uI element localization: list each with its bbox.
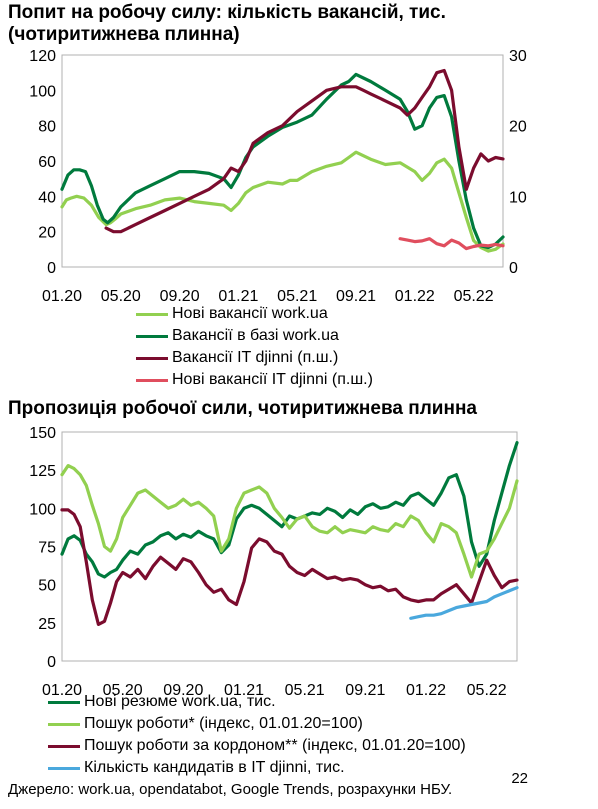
- legend-swatch: [48, 744, 80, 748]
- legend-label: Нові вакансії work.ua: [172, 305, 328, 322]
- y-right-tick-label: 10: [509, 189, 527, 206]
- series-line: [60, 464, 519, 579]
- page-number: 22: [511, 770, 528, 787]
- legend-swatch: [136, 312, 168, 316]
- legend-label: Вакансії IT djinni (п.ш.): [172, 349, 339, 366]
- y-tick-label: 20: [38, 225, 56, 242]
- demand-chart: 0 20 40 60 80 100 120 0 10 20 30 01.20 05.20 09.20 01.…: [29, 48, 527, 305]
- y-right-tick-label: 20: [509, 119, 527, 136]
- legend-swatch: [48, 722, 80, 726]
- chart2-title: Пропозиція робочої сили, чотиритижнева п…: [8, 398, 477, 419]
- legend-label: Вакансії в базі work.ua: [172, 327, 339, 344]
- legend-item-vacancies-base-workua: Вакансії в базі work.ua: [136, 325, 373, 347]
- x-tick-label: 01.20: [42, 288, 82, 305]
- y-tick-label: 100: [29, 83, 56, 100]
- legend-item-it-candidates: Кількість кандидатів в IT djinni, тис.: [48, 757, 466, 779]
- legend-label: Нові резюме work.ua, тис.: [84, 693, 276, 710]
- y-tick-label: 60: [38, 154, 56, 171]
- x-tick-label: 01.22: [406, 682, 446, 699]
- y-tick-label: 50: [38, 578, 56, 595]
- series-line: [60, 441, 519, 579]
- legend-swatch: [48, 700, 80, 704]
- source-note: Джерело: work.ua, opendatabot, Google Tr…: [8, 781, 453, 798]
- x-tick-label: 09.20: [163, 682, 203, 699]
- series-line: [60, 508, 519, 627]
- series-line: [398, 237, 505, 251]
- legend-item-vacancies-it-djinni: Вакансії IT djinni (п.ш.): [136, 347, 373, 369]
- y-tick-label: 100: [29, 501, 56, 518]
- x-tick-label: 05.21: [277, 288, 317, 305]
- y-tick-label: 150: [29, 425, 56, 442]
- legend-label: Пошук роботи* (індекс, 01.01.20=100): [84, 715, 363, 732]
- x-tick-label: 09.20: [160, 288, 200, 305]
- y-tick-label: 0: [47, 654, 56, 671]
- x-tick-label: 05.21: [285, 682, 325, 699]
- y-tick-label: 75: [38, 540, 56, 557]
- plot-frame: [61, 54, 504, 268]
- legend-item-job-search: Пошук роботи* (індекс, 01.01.20=100): [48, 713, 466, 735]
- y-right-tick-label: 30: [509, 48, 527, 65]
- y-tick-label: 125: [29, 463, 56, 480]
- x-tick-label: 01.21: [218, 288, 258, 305]
- y-tick-label: 25: [38, 616, 56, 633]
- legend-label: Нові вакансії IT djinni (п.ш.): [172, 371, 373, 388]
- x-tick-label: 05.20: [101, 288, 141, 305]
- x-tick-label: 09.21: [336, 288, 376, 305]
- legend-item-new-resumes-workua: Нові резюме work.ua, тис.: [48, 691, 466, 713]
- chart2-legend: Нові резюме work.ua, тис. Пошук роботи* …: [48, 691, 466, 779]
- x-tick-label: 05.22: [467, 682, 507, 699]
- legend-item-job-search-abroad: Пошук роботи за кордоном** (індекс, 01.0…: [48, 735, 466, 757]
- x-tick-label: 01.21: [224, 682, 264, 699]
- legend-swatch: [136, 356, 168, 360]
- plot-frame: [61, 431, 518, 662]
- legend-swatch: [136, 378, 168, 382]
- y-tick-label: 120: [29, 48, 56, 65]
- chart1-title: Попит на робочу силу: кількість вакансій…: [8, 2, 446, 45]
- series-line: [104, 68, 505, 234]
- x-tick-label: 05.22: [454, 288, 494, 305]
- legend-swatch: [136, 334, 168, 338]
- x-tick-label: 01.20: [42, 682, 82, 699]
- y-tick-label: 0: [47, 260, 56, 277]
- y-tick-label: 40: [38, 189, 56, 206]
- legend-item-new-vacancies-it-djinni: Нові вакансії IT djinni (п.ш.): [136, 369, 373, 391]
- y-tick-label: 80: [38, 119, 56, 136]
- chart1-legend: Нові вакансії work.ua Вакансії в базі wo…: [136, 303, 373, 391]
- legend-label: Кількість кандидатів в IT djinni, тис.: [84, 759, 345, 776]
- x-tick-label: 05.20: [103, 682, 143, 699]
- y-right-tick-label: 0: [509, 260, 518, 277]
- series-line: [60, 72, 505, 250]
- x-tick-label: 01.22: [395, 288, 435, 305]
- series-line: [409, 586, 519, 620]
- legend-label: Пошук роботи за кордоном** (індекс, 01.0…: [84, 737, 466, 754]
- legend-swatch: [48, 766, 80, 770]
- x-tick-label: 09.21: [345, 682, 385, 699]
- legend-item-new-vacancies-workua: Нові вакансії work.ua: [136, 303, 373, 325]
